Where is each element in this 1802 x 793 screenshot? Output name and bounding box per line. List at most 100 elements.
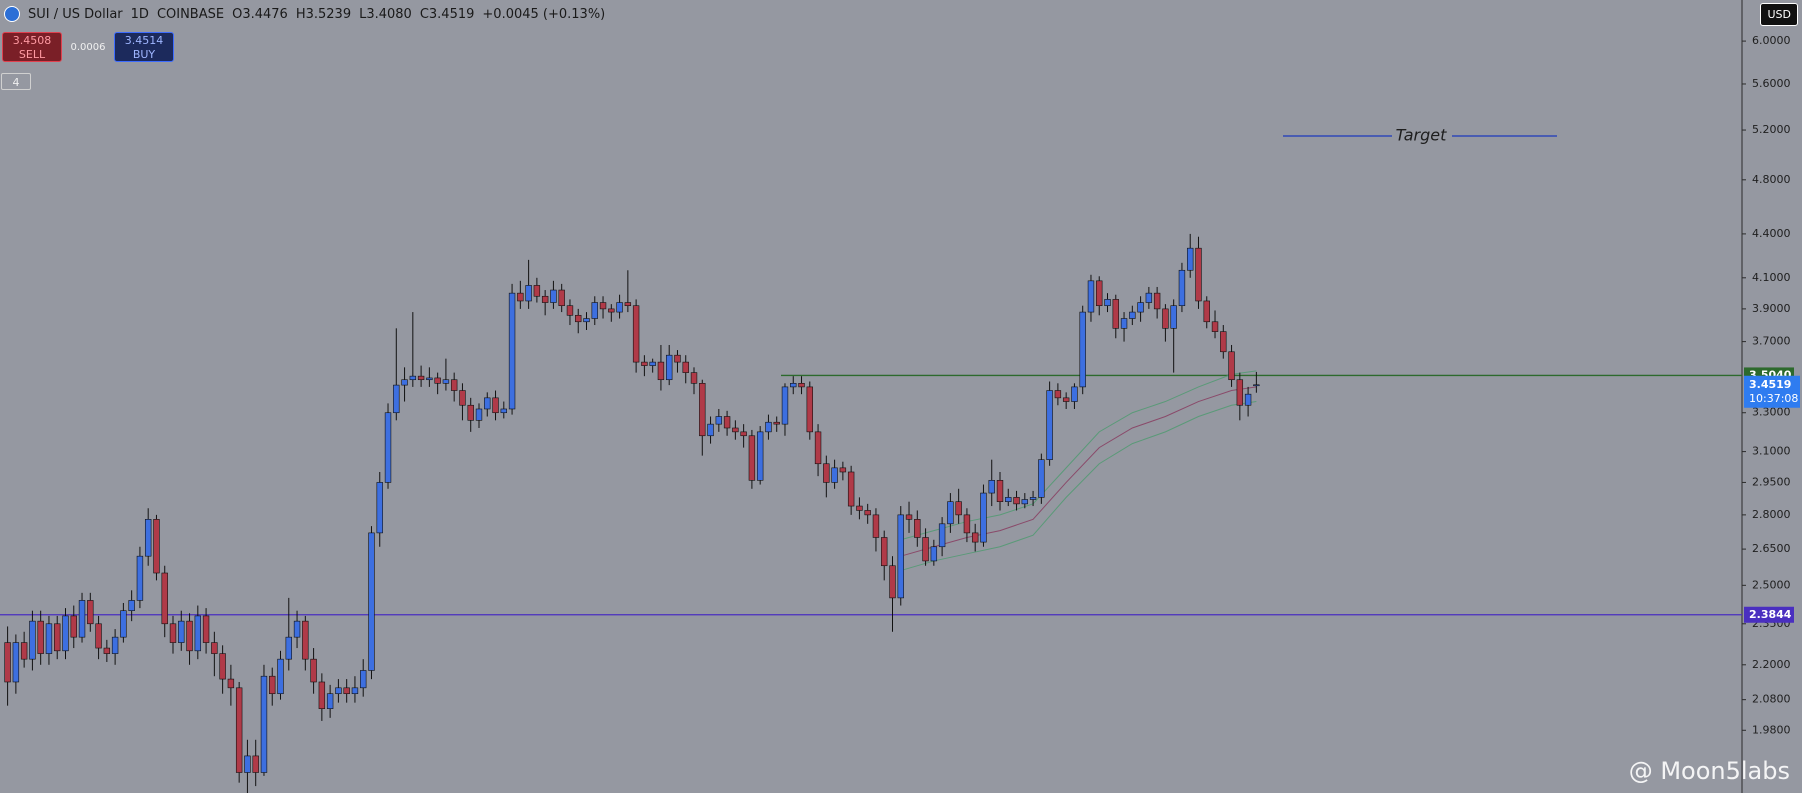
candle-body xyxy=(417,375,425,381)
symbol[interactable]: SUI / US Dollar xyxy=(28,6,123,22)
candle-body xyxy=(732,427,739,433)
candle-body xyxy=(1129,311,1136,319)
candle-body xyxy=(831,467,838,483)
indicators-toggle[interactable]: 4 xyxy=(1,73,31,90)
candle-body xyxy=(938,523,946,548)
candle-body xyxy=(649,361,656,366)
currency-button[interactable]: USD xyxy=(1760,3,1798,26)
symbol-header: SUI / US Dollar 1D COINBASE O3.4476 H3.5… xyxy=(4,6,605,22)
candle-body xyxy=(1178,269,1186,307)
last-price-label: 3.4519 xyxy=(1749,378,1791,391)
band-middle xyxy=(900,386,1257,557)
candle-body xyxy=(475,408,483,421)
candle-body xyxy=(1021,499,1029,505)
candle-body xyxy=(856,505,863,511)
change: +0.0045 (+0.13%) xyxy=(482,6,606,22)
candle-body xyxy=(996,480,1004,502)
watermark: @ Moon5labs xyxy=(1628,757,1790,785)
candle-body xyxy=(103,647,111,654)
candle-body xyxy=(12,642,20,683)
candle-body xyxy=(599,302,607,310)
candle-body xyxy=(186,620,193,652)
symbol-logo xyxy=(4,6,20,22)
candle-body xyxy=(790,383,797,388)
y-tick-label: 5.2000 xyxy=(1752,123,1791,136)
candle-body xyxy=(153,519,160,574)
candle-body xyxy=(260,675,268,773)
candle-body xyxy=(583,318,590,323)
candle-body xyxy=(1071,386,1078,402)
candle-body xyxy=(1137,302,1144,313)
candle-body xyxy=(95,623,102,649)
y-tick-label: 3.9000 xyxy=(1752,302,1791,315)
candle-body xyxy=(839,467,847,473)
candle-body xyxy=(29,620,36,660)
sell-button[interactable]: 3.4508 SELL xyxy=(2,32,62,62)
y-tick-label: 2.0800 xyxy=(1752,693,1791,706)
y-tick-label: 2.5000 xyxy=(1752,578,1791,591)
candle-body xyxy=(1153,292,1161,310)
candle-body xyxy=(823,463,830,483)
candle-body xyxy=(360,670,367,689)
high: H3.5239 xyxy=(295,6,352,22)
candle-body xyxy=(781,386,789,425)
candle-body xyxy=(517,292,524,302)
candle-body xyxy=(351,687,359,695)
candle-body xyxy=(699,383,706,437)
candle-body xyxy=(624,302,632,307)
band-upper xyxy=(900,370,1257,541)
candle-body xyxy=(293,620,301,638)
last-price-bg xyxy=(1744,375,1800,408)
candle-body xyxy=(1244,393,1252,406)
candle-body xyxy=(1187,247,1194,271)
interval[interactable]: 1D xyxy=(130,6,149,22)
candle-body xyxy=(178,620,185,643)
candle-body xyxy=(1120,318,1128,329)
candle-body xyxy=(500,408,507,414)
y-tick-label: 2.6500 xyxy=(1752,542,1791,555)
candle-body xyxy=(930,546,938,562)
candle-body xyxy=(484,397,491,410)
candle-body xyxy=(814,431,822,465)
candle-body xyxy=(1228,351,1235,381)
candle-body xyxy=(426,377,433,381)
candle-body xyxy=(343,687,350,695)
candle-body xyxy=(235,687,243,773)
buy-button[interactable]: 3.4514 BUY xyxy=(114,32,174,62)
candle-body xyxy=(310,658,317,683)
candle-body xyxy=(641,361,648,366)
exchange: COINBASE xyxy=(156,6,225,22)
candle-body xyxy=(335,687,342,695)
low: L3.4080 xyxy=(359,6,412,22)
candle-body xyxy=(1079,311,1086,388)
candle-body xyxy=(318,681,326,709)
y-tick-label: 2.2000 xyxy=(1752,658,1791,671)
candle-body xyxy=(765,421,772,433)
candle-body xyxy=(1062,397,1070,402)
candle-body xyxy=(401,379,408,386)
candle-body xyxy=(665,354,673,381)
candle-body xyxy=(715,416,723,425)
candle-body xyxy=(508,292,516,410)
candle-body xyxy=(409,375,417,381)
y-tick-label: 6.0000 xyxy=(1752,34,1791,47)
candle-body xyxy=(674,354,681,363)
candle-body xyxy=(889,565,896,599)
candle-body xyxy=(872,514,880,538)
candle-body xyxy=(37,620,44,654)
candle-body xyxy=(202,615,210,643)
candle-body xyxy=(1038,459,1045,498)
candle-body xyxy=(1096,280,1103,307)
candle-body xyxy=(1211,321,1219,332)
candle-body xyxy=(740,431,747,437)
candle-body xyxy=(194,615,202,652)
candle-body xyxy=(864,510,871,516)
candle-body xyxy=(591,302,598,319)
candle-body xyxy=(384,412,392,483)
target-label: Target xyxy=(1396,126,1447,145)
candle-body xyxy=(434,377,441,384)
candle-body xyxy=(492,397,499,414)
candle-body xyxy=(252,755,259,773)
candle-body xyxy=(723,416,731,429)
